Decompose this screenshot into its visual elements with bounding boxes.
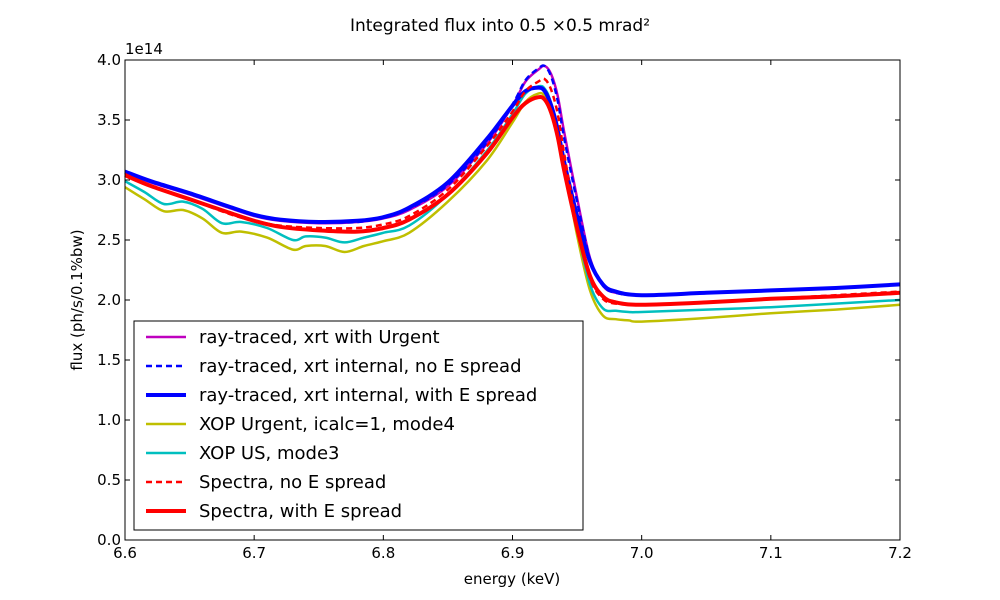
y-tick-label: 2.5 bbox=[97, 231, 121, 249]
x-tick-label: 7.1 bbox=[759, 544, 783, 562]
series-line bbox=[124, 94, 901, 307]
y-tick-label: 2.0 bbox=[97, 291, 121, 309]
y-tick-label: 4.0 bbox=[97, 51, 121, 69]
y-tick-label: 0.5 bbox=[97, 471, 121, 489]
x-axis: 6.6 6.7 6.8 6.9 7.0 7.1 7.2 bbox=[113, 60, 912, 562]
y-tick-label: 3.5 bbox=[97, 111, 121, 129]
y-axis-multiplier: 1e14 bbox=[125, 40, 163, 58]
chart-title: Integrated flux into 0.5 ×0.5 mrad² bbox=[350, 16, 650, 36]
x-axis-label: energy (keV) bbox=[464, 570, 560, 588]
legend-label: Spectra, no E spread bbox=[199, 472, 386, 493]
x-tick-label: 6.9 bbox=[501, 544, 525, 562]
y-axis: 0.0 0.5 1.0 1.5 2.0 2.5 3.0 3.5 4.0 bbox=[97, 51, 900, 549]
x-tick-label: 6.6 bbox=[113, 544, 137, 562]
y-tick-label: 1.0 bbox=[97, 411, 121, 429]
x-tick-label: 7.2 bbox=[888, 544, 912, 562]
legend-label: XOP US, mode3 bbox=[199, 443, 339, 464]
y-tick-label: 1.5 bbox=[97, 351, 121, 369]
series-line bbox=[124, 91, 901, 323]
legend-label: XOP Urgent, icalc=1, mode4 bbox=[199, 414, 455, 435]
series-line bbox=[124, 85, 901, 298]
plot-series bbox=[124, 64, 901, 323]
legend-label: ray-traced, xrt internal, with E spread bbox=[199, 385, 537, 406]
x-tick-label: 7.0 bbox=[630, 544, 654, 562]
y-axis-label: flux (ph/s/0.1%bw) bbox=[68, 229, 86, 370]
x-tick-label: 6.7 bbox=[242, 544, 266, 562]
y-tick-label: 3.0 bbox=[97, 171, 121, 189]
legend-label: ray-traced, xrt with Urgent bbox=[199, 327, 440, 348]
legend-label: ray-traced, xrt internal, no E spread bbox=[199, 356, 522, 377]
y-tick-label: 0.0 bbox=[97, 531, 121, 549]
x-tick-label: 6.8 bbox=[371, 544, 395, 562]
legend: ray-traced, xrt with Urgent ray-traced, x… bbox=[133, 320, 584, 531]
legend-box bbox=[133, 320, 584, 531]
legend-label: Spectra, with E spread bbox=[199, 501, 402, 522]
